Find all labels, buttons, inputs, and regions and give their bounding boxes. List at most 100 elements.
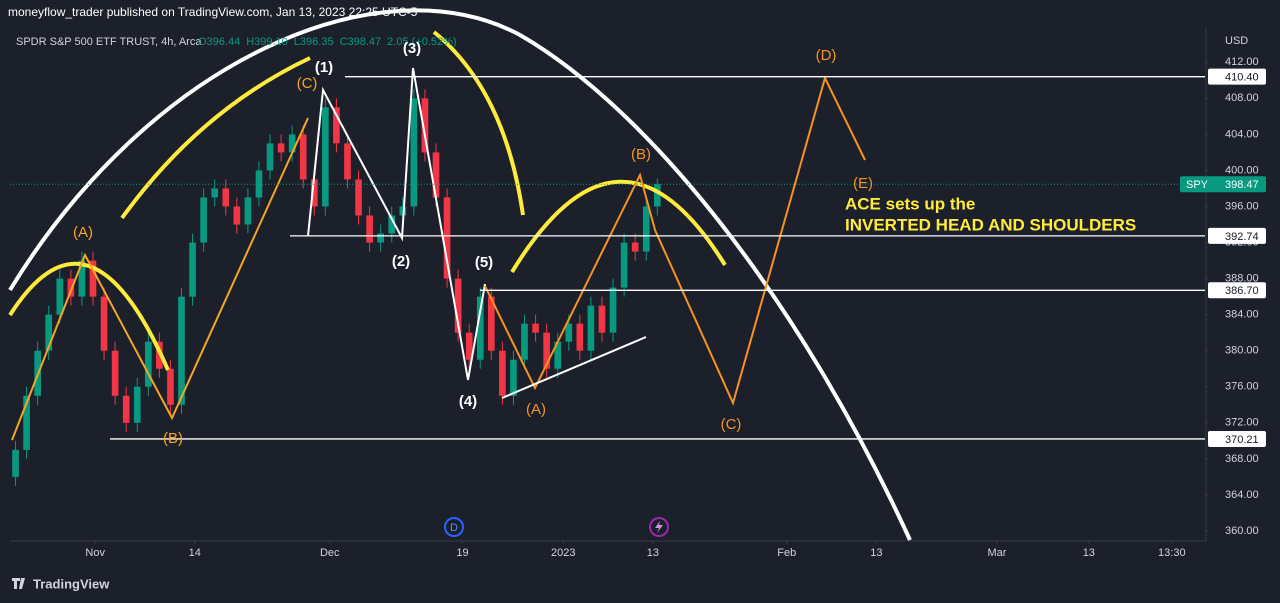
candle-body xyxy=(233,206,241,225)
candle-body xyxy=(543,332,550,369)
drawings xyxy=(8,8,912,541)
candle-body xyxy=(133,386,141,423)
y-tick-label: 396.00 xyxy=(1225,200,1259,212)
x-tick-label: 14 xyxy=(189,547,201,559)
arc xyxy=(432,30,525,216)
ohlc-value: H399.10 xyxy=(246,36,288,48)
y-tick-label: 364.00 xyxy=(1225,489,1259,501)
wave-label: (1) xyxy=(315,59,333,76)
note: ACE sets up the xyxy=(845,194,975,213)
candle-body xyxy=(255,170,263,198)
candle-body xyxy=(89,260,97,297)
wave-label: (5) xyxy=(475,254,493,271)
trend-line xyxy=(501,336,647,399)
candle-body xyxy=(653,184,661,207)
candle-body xyxy=(587,305,595,351)
price-tag-label: 392.74 xyxy=(1225,231,1259,243)
last-price-tag xyxy=(1180,176,1266,193)
x-tick-label: Nov xyxy=(85,547,105,559)
wave-label: (B) xyxy=(631,146,651,163)
candle-body xyxy=(366,215,373,243)
wave-label: (D) xyxy=(816,47,837,64)
brand: TradingView xyxy=(33,576,110,591)
candle-body xyxy=(421,98,429,153)
candle-body xyxy=(631,242,639,252)
y-tick-label: 388.00 xyxy=(1225,272,1259,284)
x-tick-label: 19 xyxy=(456,547,468,559)
wave-label: (2) xyxy=(392,253,410,270)
candle-body xyxy=(122,395,130,423)
x-tick-label: 13 xyxy=(1083,547,1095,559)
x-tick-label: 13 xyxy=(647,547,659,559)
candle-body xyxy=(111,350,119,396)
candle-body xyxy=(432,152,440,198)
arc xyxy=(8,8,912,541)
symbol: SPDR S&P 500 ETF TRUST, 4h, Arca xyxy=(16,36,202,48)
y-tick-label: 380.00 xyxy=(1225,345,1259,357)
y-tick-label: 372.00 xyxy=(1225,417,1259,429)
ohlc-value: C398.47 xyxy=(340,36,382,48)
x-tick-label: Mar xyxy=(988,547,1007,559)
candle-body xyxy=(454,278,462,333)
candle-body xyxy=(178,296,185,405)
candle-body xyxy=(499,350,506,396)
candle-body xyxy=(576,323,584,351)
candle-body xyxy=(100,296,108,351)
candle-body xyxy=(609,287,617,333)
note: INVERTED HEAD AND SHOULDERS xyxy=(845,215,1136,234)
candle-body xyxy=(277,143,285,153)
price-tag xyxy=(1208,282,1266,299)
y-tick-label: 404.00 xyxy=(1225,128,1259,140)
price-tag-label: 386.70 xyxy=(1225,285,1259,297)
price-tag xyxy=(1208,227,1266,244)
event-circle xyxy=(649,517,669,537)
wave-label: (A) xyxy=(73,224,93,241)
currency: USD xyxy=(1225,35,1248,47)
event-circle xyxy=(444,517,464,537)
candle-body xyxy=(189,242,196,297)
wave-label: (A) xyxy=(526,401,546,418)
candle-body xyxy=(144,341,152,387)
arc xyxy=(8,261,170,371)
candle-body xyxy=(344,143,351,180)
candle-body xyxy=(510,359,517,396)
wave-label: (E) xyxy=(853,175,873,192)
y-tick-label: 400.00 xyxy=(1225,164,1259,176)
candle-body xyxy=(45,314,53,351)
candle-body xyxy=(167,368,174,405)
y-tick-label: 384.00 xyxy=(1225,309,1259,321)
x-tick-label: Dec xyxy=(320,547,340,559)
y-tick-label: 368.00 xyxy=(1225,453,1259,465)
arc xyxy=(510,179,727,274)
candle-body xyxy=(532,323,539,333)
candle-body xyxy=(12,449,19,477)
candle-body xyxy=(388,215,396,234)
byline: moneyflow_trader published on TradingVie… xyxy=(8,5,418,19)
candle-body xyxy=(620,242,628,288)
wave-label: (C) xyxy=(297,75,318,92)
candle-body xyxy=(642,206,650,252)
last-price-label: 398.47 xyxy=(1225,179,1259,191)
x-tick-label: 13 xyxy=(870,547,882,559)
candle-body xyxy=(377,233,384,243)
ohlc-value: 2.05 (+0.52%) xyxy=(387,36,456,48)
candle-body xyxy=(244,197,252,225)
candle-body xyxy=(521,323,528,360)
arc xyxy=(120,56,311,220)
candle-body xyxy=(465,332,473,360)
price-tag-label: 410.40 xyxy=(1225,72,1259,84)
ohlc-value: O396.44 xyxy=(198,36,240,48)
ohlc-value: L396.35 xyxy=(294,36,334,48)
candle-body xyxy=(222,188,230,207)
wave-line xyxy=(484,75,866,406)
candle-body xyxy=(488,296,495,351)
price-tag-label: 370.21 xyxy=(1225,434,1259,446)
wave-line xyxy=(11,117,309,441)
candle-body xyxy=(410,98,418,207)
wave-label: (C) xyxy=(721,416,742,433)
candle-body xyxy=(476,296,484,360)
x-tick-label: Feb xyxy=(777,547,796,559)
lightning-icon xyxy=(655,521,663,533)
